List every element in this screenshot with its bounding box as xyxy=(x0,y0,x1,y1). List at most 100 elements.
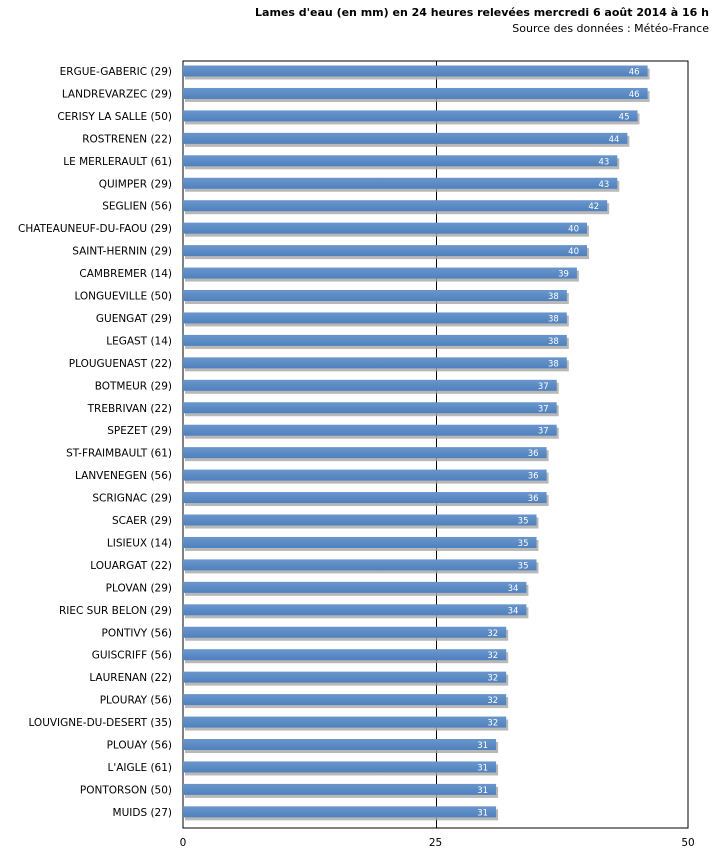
bar-value-label: 43 xyxy=(598,180,609,190)
bar-value-label: 31 xyxy=(477,808,488,818)
category-label: ST-FRAIMBAULT (61) xyxy=(66,448,172,460)
category-label: CERISY LA SALLE (50) xyxy=(57,111,172,123)
bar xyxy=(183,649,507,661)
bar xyxy=(183,290,567,301)
x-tick-label: 0 xyxy=(180,837,187,849)
bar xyxy=(183,334,567,346)
bar xyxy=(183,581,527,593)
category-label: LOUVIGNE-DU-DESERT (35) xyxy=(28,717,172,729)
bar-value-label: 46 xyxy=(629,68,640,78)
bar-value-label: 35 xyxy=(518,561,529,571)
x-tick-label: 25 xyxy=(429,837,442,849)
bar-value-label: 32 xyxy=(487,696,498,706)
bar-value-label: 37 xyxy=(538,427,549,437)
bar xyxy=(183,694,507,706)
category-label: LE MERLERAULT (61) xyxy=(63,156,172,168)
bar xyxy=(183,559,537,571)
chart-frame xyxy=(182,60,689,829)
category-label: PLOUAY (56) xyxy=(107,740,172,752)
bar-value-label: 38 xyxy=(548,314,559,324)
bar-value-label: 32 xyxy=(487,651,498,661)
bar-value-label: 42 xyxy=(588,202,599,212)
category-label: MUIDS (27) xyxy=(113,807,172,819)
bar-value-label: 31 xyxy=(477,763,488,773)
category-label: LANDREVARZEC (29) xyxy=(62,88,172,100)
bar-value-label: 32 xyxy=(487,674,498,684)
category-label: GUENGAT (29) xyxy=(96,313,172,325)
bar-value-label: 32 xyxy=(487,629,498,639)
category-label: LISIEUX (14) xyxy=(107,537,172,549)
bar-value-label: 45 xyxy=(619,112,630,122)
bar xyxy=(183,424,557,436)
bar xyxy=(183,671,507,683)
bar-value-label: 38 xyxy=(548,359,559,369)
category-label: L'AIGLE (61) xyxy=(107,762,172,774)
bar-value-label: 35 xyxy=(518,517,529,527)
bar xyxy=(183,245,587,257)
bar-value-label: 38 xyxy=(548,292,559,302)
bar xyxy=(183,761,497,773)
bar xyxy=(183,604,527,616)
category-label: LONGUEVILLE (50) xyxy=(74,291,172,303)
category-label: PONTORSON (50) xyxy=(80,784,172,796)
category-label: PONTIVY (56) xyxy=(102,627,172,639)
category-label: PLOUGUENAST (22) xyxy=(69,358,172,370)
bar xyxy=(183,469,547,481)
bar xyxy=(183,536,537,548)
bars: 46 46 45 44 43 43 42 40 40 39 38 38 38 38 37 37 37 36 36 36… xyxy=(183,65,650,821)
bar xyxy=(183,222,587,234)
bar xyxy=(183,806,497,818)
bar-value-label: 40 xyxy=(568,225,579,235)
category-label: PLOVAN (29) xyxy=(106,582,172,594)
bar xyxy=(183,312,567,324)
bar xyxy=(183,402,557,414)
bar-value-label: 44 xyxy=(609,135,620,145)
bar xyxy=(183,110,638,122)
bar xyxy=(183,87,648,99)
category-label: ERGUE-GABERIC (29) xyxy=(60,66,172,78)
bar-value-label: 34 xyxy=(508,584,519,594)
category-label: CHATEAUNEUF-DU-FAOU (29) xyxy=(18,223,172,235)
bar-value-label: 32 xyxy=(487,719,498,729)
category-label: SCRIGNAC (29) xyxy=(92,493,172,505)
bar xyxy=(183,447,547,459)
category-label: ROSTRENEN (22) xyxy=(82,133,172,145)
bar-value-label: 37 xyxy=(538,404,549,414)
bar-value-label: 39 xyxy=(558,270,569,280)
bar xyxy=(183,155,618,167)
category-label: QUIMPER (29) xyxy=(99,178,172,190)
bar xyxy=(183,177,618,189)
chart-subtitle: Source des données : Météo-France xyxy=(512,22,709,35)
category-label: LANVENEGEN (56) xyxy=(75,470,172,482)
bar xyxy=(183,267,577,279)
bar xyxy=(183,716,507,728)
bar-value-label: 36 xyxy=(528,472,539,482)
bar xyxy=(183,357,567,369)
category-label: GUISCRIFF (56) xyxy=(92,650,172,662)
category-label: CAMBREMER (14) xyxy=(79,268,172,280)
bar xyxy=(183,783,497,795)
bar xyxy=(183,492,547,504)
x-tick-label: 50 xyxy=(681,837,694,849)
bar xyxy=(183,626,507,638)
bar xyxy=(183,514,537,526)
category-label: LAURENAN (22) xyxy=(89,672,172,684)
category-label: SPEZET (29) xyxy=(107,425,172,437)
bar-value-label: 36 xyxy=(528,494,539,504)
category-label: SAINT-HERNIN (29) xyxy=(72,246,172,258)
category-label: LOUARGAT (22) xyxy=(90,560,172,572)
bar xyxy=(183,200,608,212)
category-label: TREBRIVAN (22) xyxy=(87,403,172,415)
bar-value-label: 38 xyxy=(548,337,559,347)
x-axis-ticks: 0 25 50 xyxy=(180,837,695,849)
bar-value-label: 43 xyxy=(598,157,609,167)
bar-value-label: 37 xyxy=(538,382,549,392)
bar xyxy=(183,132,628,144)
bar xyxy=(183,65,648,77)
category-label: SCAER (29) xyxy=(112,515,172,527)
category-labels: ERGUE-GABERIC (29) LANDREVARZEC (29) CERIS… xyxy=(18,66,172,819)
category-label: BOTMEUR (29) xyxy=(95,380,172,392)
bar-value-label: 31 xyxy=(477,786,488,796)
chart-title: Lames d'eau (en mm) en 24 heures relevée… xyxy=(255,6,709,19)
